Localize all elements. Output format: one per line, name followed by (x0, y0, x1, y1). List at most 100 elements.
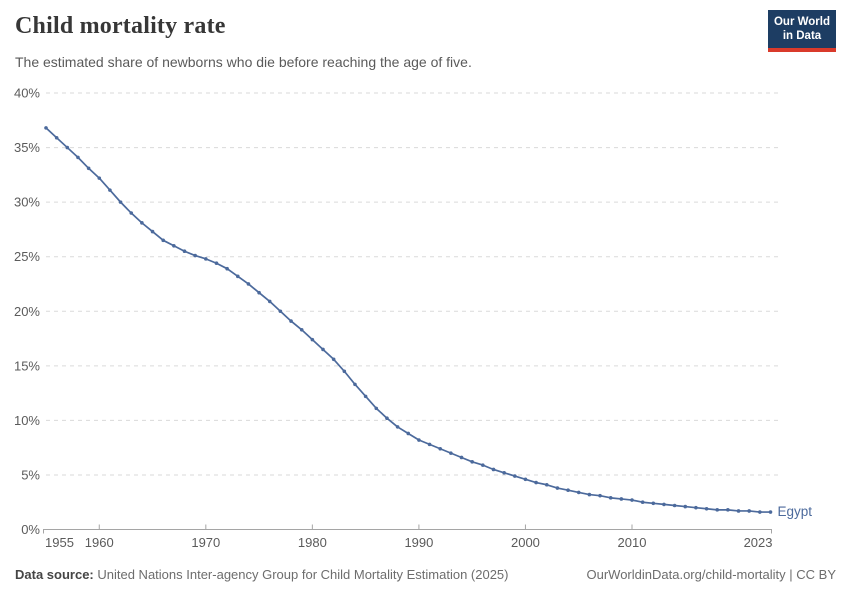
data-point[interactable] (523, 477, 528, 482)
data-point[interactable] (619, 497, 624, 501)
data-point[interactable] (246, 282, 251, 286)
data-point[interactable] (587, 492, 592, 497)
attribution-link[interactable]: OurWorldinData.org/child-mortality | CC … (586, 567, 837, 582)
data-point[interactable] (54, 135, 59, 140)
data-point[interactable] (736, 509, 741, 513)
data-point[interactable] (502, 470, 506, 475)
x-tick-label: 1990 (404, 535, 433, 550)
x-axis-line (43, 529, 772, 534)
data-point[interactable] (385, 416, 389, 420)
x-tick-label: 2023 (744, 535, 773, 550)
data-point[interactable] (491, 467, 496, 472)
owid-logo[interactable]: Our World in Data (768, 10, 836, 52)
series-line-egypt[interactable] (45, 127, 772, 513)
data-point[interactable] (427, 442, 432, 447)
chart-footer: Data source: United Nations Inter-agency… (15, 567, 836, 582)
data-point[interactable] (161, 238, 165, 243)
data-point[interactable] (747, 509, 751, 513)
y-tick-label: 0% (21, 522, 40, 537)
data-point[interactable] (470, 460, 474, 464)
data-point[interactable] (204, 257, 208, 261)
data-point[interactable] (86, 166, 91, 171)
x-tick-label: 1980 (298, 535, 327, 550)
page-title: Child mortality rate (15, 13, 226, 39)
owid-logo-line2: in Data (782, 30, 822, 43)
x-tick-label: 1970 (191, 535, 220, 550)
y-tick-label: 10% (14, 413, 40, 428)
data-point[interactable] (534, 480, 538, 485)
data-point[interactable] (172, 243, 176, 248)
data-point[interactable] (406, 431, 411, 436)
data-point[interactable] (694, 505, 698, 510)
data-point[interactable] (214, 261, 219, 266)
data-point[interactable] (140, 221, 144, 225)
data-point[interactable] (726, 508, 730, 512)
chart-subtitle: The estimated share of newborns who die … (15, 54, 472, 70)
data-point[interactable] (193, 253, 197, 258)
data-point[interactable] (225, 266, 229, 271)
data-point[interactable] (438, 446, 443, 451)
data-point[interactable] (630, 498, 634, 502)
x-tick-label: 1955 (45, 535, 74, 550)
data-point[interactable] (342, 369, 347, 374)
data-point[interactable] (299, 328, 304, 332)
y-tick-label: 40% (14, 86, 40, 101)
data-point[interactable] (672, 503, 677, 508)
data-point[interactable] (704, 506, 709, 511)
y-tick-label: 20% (14, 304, 40, 319)
data-point[interactable] (118, 200, 123, 204)
data-point[interactable] (640, 500, 645, 505)
data-point[interactable] (566, 488, 570, 493)
data-point[interactable] (662, 502, 666, 507)
data-point[interactable] (289, 319, 293, 323)
data-point[interactable] (768, 510, 773, 514)
data-point[interactable] (44, 126, 48, 130)
data-point[interactable] (331, 357, 336, 362)
data-point[interactable] (235, 274, 240, 279)
y-tick-label: 15% (14, 358, 40, 373)
data-point[interactable] (481, 463, 485, 467)
data-point[interactable] (374, 406, 379, 411)
data-point[interactable] (555, 486, 560, 490)
data-point[interactable] (65, 145, 70, 150)
data-point[interactable] (76, 155, 80, 160)
data-point[interactable] (544, 482, 549, 487)
data-point[interactable] (182, 249, 187, 254)
data-point[interactable] (459, 455, 464, 460)
y-tick-label: 35% (14, 140, 40, 155)
data-point[interactable] (97, 176, 102, 180)
data-point[interactable] (129, 211, 134, 215)
y-tick-label: 5% (21, 467, 40, 482)
data-source-text: United Nations Inter-agency Group for Ch… (93, 567, 509, 582)
data-point[interactable] (108, 188, 112, 192)
data-point[interactable] (257, 290, 261, 295)
data-source-note: Data source: United Nations Inter-agency… (15, 567, 509, 582)
data-point[interactable] (278, 309, 283, 314)
series-end-label[interactable]: Egypt (778, 504, 813, 519)
data-point[interactable] (417, 438, 421, 442)
data-point[interactable] (267, 299, 272, 304)
data-point[interactable] (150, 229, 155, 234)
x-tick-label: 2000 (511, 535, 540, 550)
x-tick-label: 1960 (85, 535, 114, 550)
data-point[interactable] (353, 382, 357, 387)
data-point[interactable] (449, 451, 453, 455)
data-point[interactable] (310, 337, 315, 342)
data-point[interactable] (683, 504, 688, 509)
data-point[interactable] (608, 496, 613, 500)
data-point[interactable] (363, 394, 368, 399)
data-point[interactable] (598, 493, 602, 498)
data-point[interactable] (576, 490, 581, 495)
data-point[interactable] (395, 425, 400, 429)
data-point[interactable] (651, 501, 656, 506)
data-point[interactable] (758, 510, 762, 514)
data-point[interactable] (715, 508, 720, 512)
data-point[interactable] (512, 474, 517, 478)
owid-logo-line1: Our World (773, 16, 830, 28)
x-tick-label: 2010 (618, 535, 647, 550)
data-point[interactable] (321, 347, 325, 352)
data-source-label: Data source: (15, 567, 94, 582)
y-tick-label: 30% (14, 195, 40, 210)
